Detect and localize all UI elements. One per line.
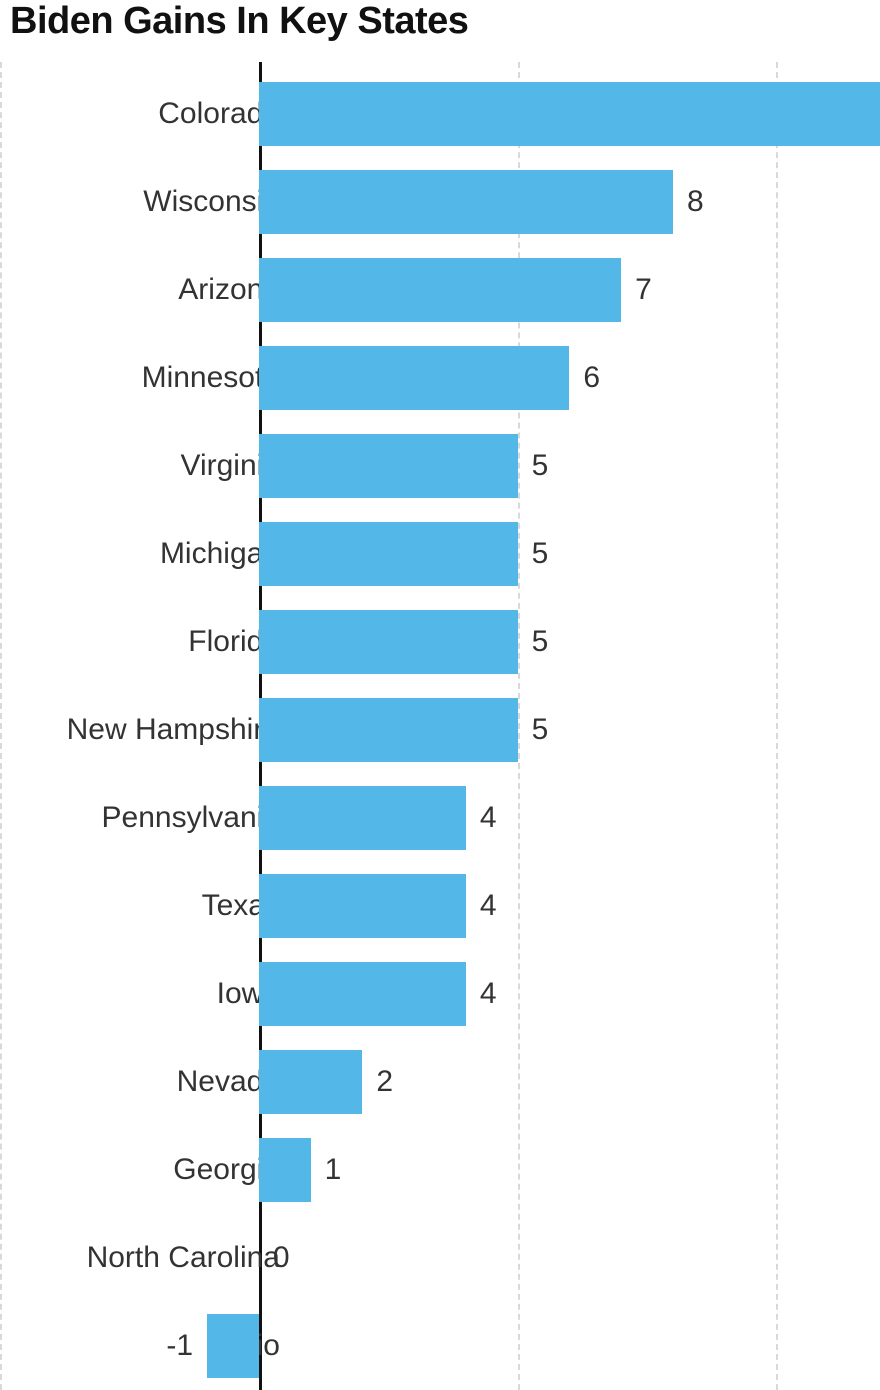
value-label: 4 <box>480 801 497 835</box>
bar <box>259 258 621 322</box>
bar <box>259 874 466 938</box>
bar <box>259 1138 311 1202</box>
state-label: New Hampshire <box>67 713 280 747</box>
state-label: Pennsylvania <box>102 801 280 835</box>
value-label: 0 <box>273 1241 290 1275</box>
value-label: 8 <box>687 185 704 219</box>
bar <box>259 434 518 498</box>
value-label: 5 <box>532 625 549 659</box>
value-label: 4 <box>480 889 497 923</box>
bar <box>259 522 518 586</box>
gridline <box>0 62 2 1390</box>
bar <box>207 1314 259 1378</box>
bar <box>259 1050 363 1114</box>
value-label: 1 <box>325 1153 342 1187</box>
value-label: 7 <box>635 273 652 307</box>
value-label: 4 <box>480 977 497 1011</box>
bar <box>259 346 570 410</box>
bar <box>259 962 466 1026</box>
value-label: 6 <box>583 361 600 395</box>
bar <box>259 82 880 146</box>
value-label: -1 <box>166 1329 193 1363</box>
value-label: 5 <box>532 449 549 483</box>
state-label: North Carolina <box>87 1241 280 1275</box>
value-label: 5 <box>532 537 549 571</box>
bar <box>259 170 673 234</box>
chart-title: Biden Gains In Key States <box>10 0 468 43</box>
bar <box>259 610 518 674</box>
value-label: 5 <box>532 713 549 747</box>
plot-area: Colorado12Wisconsin8Arizona7Minnesota6Vi… <box>0 62 880 1390</box>
value-label: 2 <box>376 1065 393 1099</box>
gridline <box>776 62 778 1390</box>
bar <box>259 698 518 762</box>
chart-container: Biden Gains In Key States Colorado12Wisc… <box>0 0 880 1390</box>
bar <box>259 786 466 850</box>
